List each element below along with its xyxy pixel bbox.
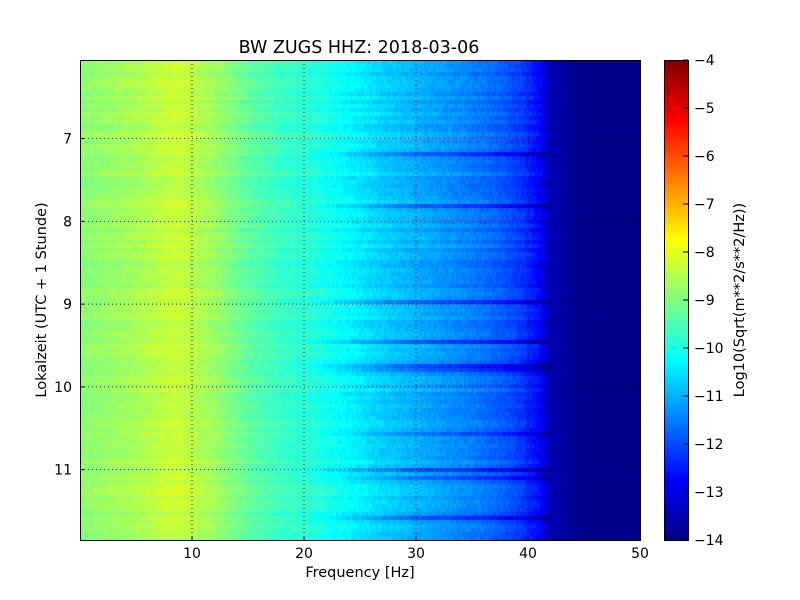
colorbar-tick-label: −11 (694, 389, 724, 405)
colorbar-tick-label: −9 (694, 293, 715, 309)
x-tick-label: 20 (295, 546, 313, 562)
chart-title: BW ZUGS HHZ: 2018-03-06 (239, 38, 480, 58)
x-tick-label: 50 (631, 546, 649, 562)
colorbar-tick-label: −12 (694, 437, 724, 453)
x-tick-label: 40 (519, 546, 537, 562)
y-tick-label: 11 (54, 463, 72, 479)
colorbar-tick-label: −4 (694, 53, 715, 69)
y-axis-label: Lokalzeit (UTC + 1 Stunde) (34, 202, 50, 397)
plot-frame (80, 60, 641, 541)
x-axis-label: Frequency [Hz] (305, 565, 414, 581)
colorbar-tick-label: −8 (694, 245, 715, 261)
y-tick-label: 10 (54, 380, 72, 396)
colorbar-tick-label: −6 (694, 149, 715, 165)
x-tick-label: 30 (407, 546, 425, 562)
x-tick-label: 10 (183, 546, 201, 562)
colorbar-label: Log10(Sqrt(m**2/s**2/Hz)) (732, 203, 748, 397)
colorbar-tick-label: −10 (694, 341, 724, 357)
colorbar-tick-label: −5 (694, 101, 715, 117)
spectrogram-heatmap (80, 60, 640, 540)
y-tick-label: 7 (63, 132, 72, 148)
y-tick-label: 8 (63, 214, 72, 230)
colorbar-ticks: −4 −5 −6 −7 −8 −9 −10 −11 −12 −13 −14 (683, 53, 724, 549)
heatmap-image (80, 60, 640, 540)
colorbar-frame (664, 60, 689, 541)
x-axis-ticks: 10 20 30 40 50 (183, 536, 649, 562)
colorbar-tick-label: −7 (694, 197, 715, 213)
grid-lines (80, 60, 640, 540)
colorbar-tick-label: −14 (694, 533, 724, 549)
colorbar-tick-label: −13 (694, 485, 724, 501)
y-tick-label: 9 (63, 297, 72, 313)
y-axis-ticks: 7 8 9 10 11 (54, 132, 84, 479)
